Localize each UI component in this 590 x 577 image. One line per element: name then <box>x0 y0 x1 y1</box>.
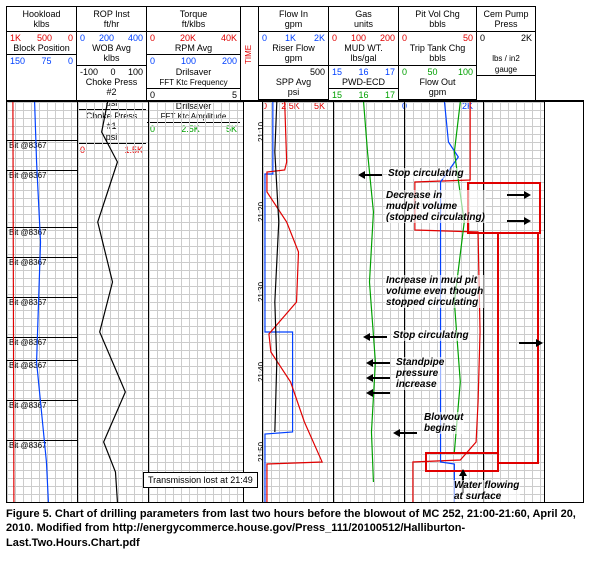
annotation: Standpipepressureincrease <box>395 357 445 390</box>
highlight-box <box>497 232 539 464</box>
annotation-arrow <box>360 174 382 176</box>
figure-caption: Figure 5. Chart of drilling parameters f… <box>6 507 584 550</box>
annotation: Decrease inmudpit volume(stopped circula… <box>385 190 486 223</box>
track-header: Pit Vol Chgbbls050Trip Tank Chgbbls05010… <box>398 6 476 100</box>
chart-area: Bit @8367Bit @8367Bit @8367Bit @8367Bit … <box>6 102 584 503</box>
track-header: Hookloadklbs1K5000Block Position150750 <box>6 6 76 100</box>
time-header: TIME <box>240 6 258 100</box>
track-header: Flow Ingpm01K2KRiser Flowgpm500SPP Avgps… <box>258 6 328 100</box>
chart-column-4 <box>263 102 334 502</box>
annotation-arrow <box>507 220 529 222</box>
track-header: Cem Pump Press02Klbs / in2 gauge <box>476 6 536 100</box>
annotation: Stop circulating <box>387 168 465 179</box>
transmission-lost-note: Transmission lost at 21:49 <box>143 472 258 488</box>
annotation-arrow <box>507 194 529 196</box>
chart-column-2 <box>149 102 244 502</box>
annotation: Stop circulating <box>392 330 470 341</box>
track-header: ROP Instft/hr0200400WOB Avgklbs-1000100C… <box>76 6 146 100</box>
annotation-arrow <box>365 336 387 338</box>
annotation: Increase in mud pitvolume even thoughsto… <box>385 275 484 308</box>
annotation: Blowoutbegins <box>423 412 464 434</box>
track-header: Gasunits0100200MUD WT.lbs/gal151617PWD-E… <box>328 6 398 100</box>
annotation: Water flowingat surface <box>453 480 520 502</box>
annotation-arrow <box>519 342 541 344</box>
chart-column-0: Bit @8367Bit @8367Bit @8367Bit @8367Bit … <box>7 102 78 502</box>
annotation-arrow <box>368 392 390 394</box>
annotation-arrow <box>368 377 390 379</box>
annotation-arrow <box>368 362 390 364</box>
chart-column-1 <box>78 102 149 502</box>
time-axis: 21:1021:2021:3021:4021:50 <box>244 102 263 502</box>
annotation-arrow <box>395 432 417 434</box>
track-headers: Hookloadklbs1K5000Block Position150750RO… <box>6 6 584 102</box>
track-header: Torqueft/klbs020K40KRPM Avg0100200Drilsa… <box>146 6 240 100</box>
